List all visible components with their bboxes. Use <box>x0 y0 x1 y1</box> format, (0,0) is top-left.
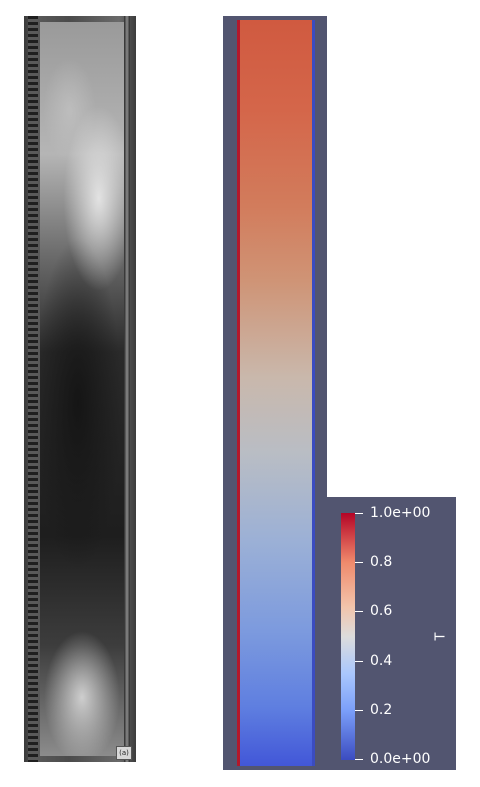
colorbar-tick <box>355 661 363 662</box>
colorbar-tick <box>355 710 363 711</box>
simulation-view <box>223 16 327 770</box>
cold-wall-layer <box>312 20 315 766</box>
hot-wall-layer <box>237 20 240 766</box>
colorbar-tick-label: 0.0e+00 <box>370 751 431 767</box>
colorbar-tick <box>355 611 363 612</box>
colorbar-tick <box>355 513 363 514</box>
experimental-photograph: (a) <box>24 16 136 762</box>
colorbar-tick-label: 0.4 <box>370 653 393 669</box>
tank-interior <box>40 22 124 756</box>
measuring-scale <box>28 16 38 762</box>
colorbar-gradient <box>341 513 355 760</box>
colorbar-tick-label: 1.0e+00 <box>370 505 431 521</box>
colorbar-tick-label: 0.6 <box>370 603 393 619</box>
photo-corner-label: (a) <box>116 746 132 760</box>
colorbar-tick-label: 0.8 <box>370 554 393 570</box>
colorbar-title: T <box>433 632 449 641</box>
temperature-field <box>237 20 315 766</box>
colorbar-tick <box>355 562 363 563</box>
colorbar-panel: 1.0e+00 0.8 0.6 0.4 0.2 0.0e+00 T <box>327 497 456 770</box>
colorbar-tick-label: 0.2 <box>370 702 393 718</box>
colorbar-tick <box>355 759 363 760</box>
right-wall <box>124 16 130 762</box>
